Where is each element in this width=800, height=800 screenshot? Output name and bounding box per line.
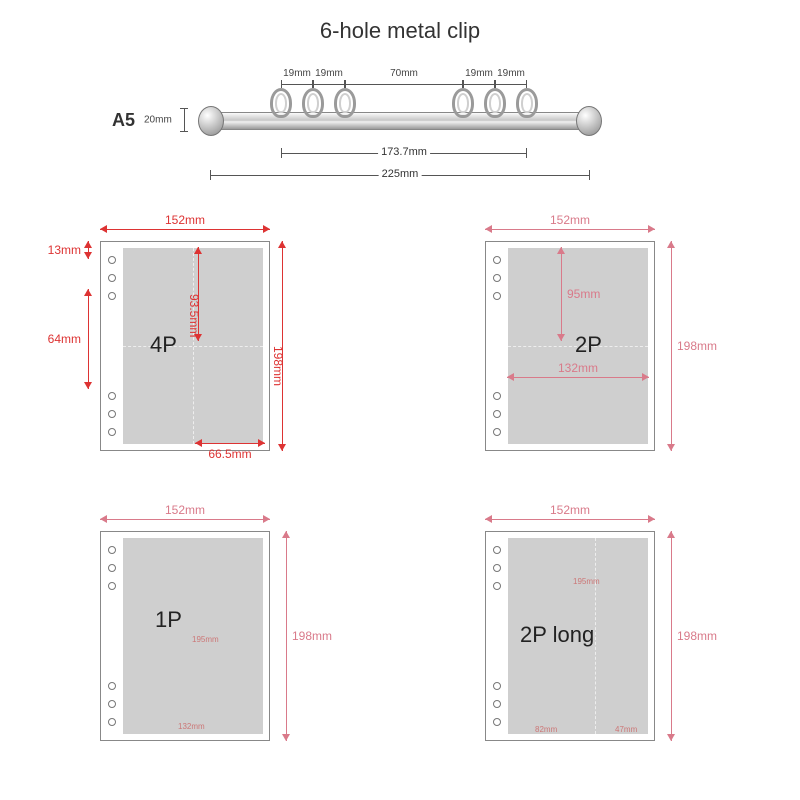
dim-label: 198mm	[677, 339, 717, 353]
ring-icon	[452, 88, 474, 118]
spacing-label: 19mm	[315, 68, 343, 79]
dim-label: 195mm	[573, 577, 600, 586]
ring-icon	[270, 88, 292, 118]
clip-end-right	[576, 106, 602, 136]
pocket-2p-long: 152mm 2P long 195mm 198mm 82mm 47mm	[445, 507, 705, 757]
pocket-label: 2P	[575, 332, 602, 358]
dim-label: 198mm	[292, 629, 332, 643]
dim-label: 198mm	[677, 629, 717, 643]
pocket-2p: 152mm 2P 198mm 95mm 132mm	[445, 217, 705, 467]
spacing-label: 19mm	[283, 68, 311, 79]
clip-height-label: 20mm	[144, 115, 172, 126]
page-title: 6-hole metal clip	[0, 0, 800, 52]
clip-diagram: A5 20mm 19mm 19mm 70mm 19mm 19mm 173.7mm…	[150, 52, 650, 197]
ring-icon	[334, 88, 356, 118]
dim-label: 152mm	[550, 503, 590, 517]
spacing-label: 70mm	[390, 68, 418, 79]
ring-icon	[516, 88, 538, 118]
size-tag: A5	[112, 110, 135, 131]
pocket-1p: 152mm 1P 195mm 132mm 198mm	[60, 507, 320, 757]
dim-label: 195mm	[192, 635, 219, 644]
pockets-grid: 152mm 4P 198mm 93.5mm 66.5mm	[60, 217, 740, 757]
spacing-label: 19mm	[465, 68, 493, 79]
dim-label: 93.5mm	[187, 294, 201, 337]
dim-label: 95mm	[567, 287, 600, 301]
dim-label: 132mm	[178, 722, 205, 731]
pocket-4p: 152mm 4P 198mm 93.5mm 66.5mm	[60, 217, 320, 467]
inner-width-label: 173.7mm	[378, 146, 430, 158]
outer-width-label: 225mm	[379, 168, 422, 180]
dim-label: 132mm	[558, 361, 598, 375]
dim-label: 13mm	[48, 243, 81, 257]
dim-label: 82mm	[535, 725, 557, 734]
spacing-label: 19mm	[497, 68, 525, 79]
ring-icon	[484, 88, 506, 118]
dim-label: 66.5mm	[208, 447, 251, 461]
pocket-label: 1P	[155, 607, 182, 633]
dim-label: 47mm	[615, 725, 637, 734]
clip-end-left	[198, 106, 224, 136]
dim-label: 64mm	[48, 332, 81, 346]
pocket-label: 2P long	[520, 622, 594, 648]
dim-label: 152mm	[165, 503, 205, 517]
dim-label: 152mm	[165, 213, 205, 227]
pocket-label: 4P	[150, 332, 177, 358]
ring-icon	[302, 88, 324, 118]
dim-label: 152mm	[550, 213, 590, 227]
dim-label: 198mm	[271, 346, 285, 386]
